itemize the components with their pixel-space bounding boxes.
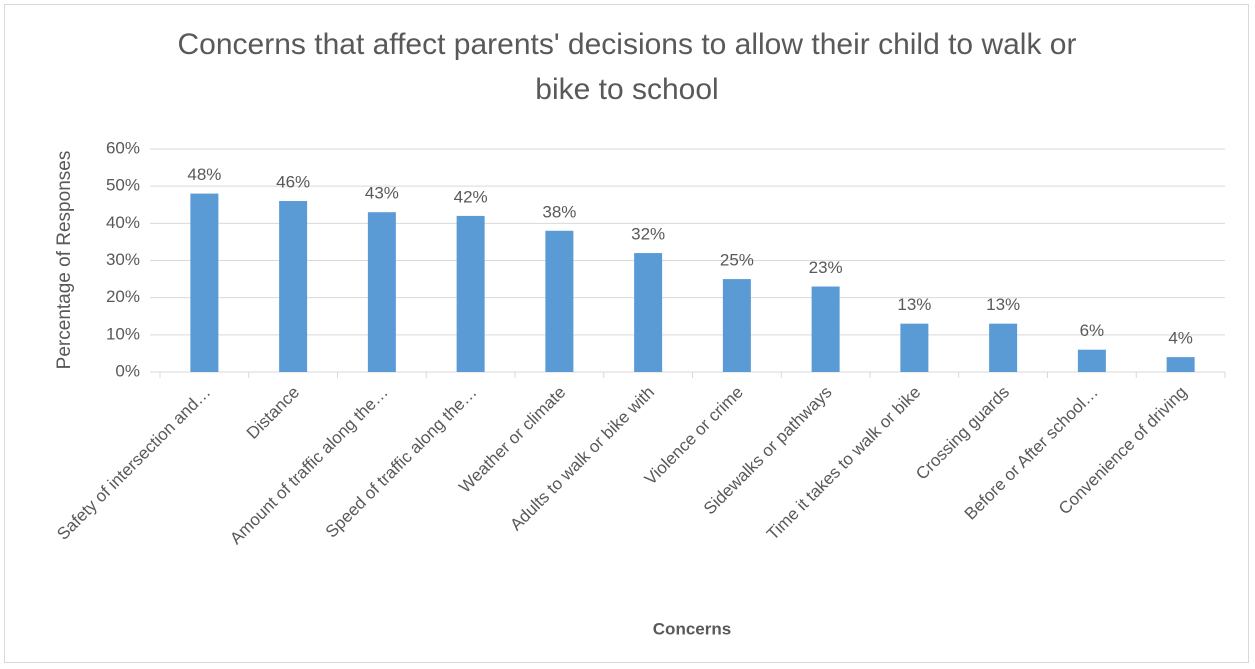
bar	[989, 323, 1018, 372]
y-tick-label: 30%	[106, 250, 140, 269]
data-label: 13%	[986, 295, 1020, 314]
x-tick-label: Crossing guards	[912, 383, 1013, 484]
x-tick-label: Distance	[243, 383, 303, 443]
bar	[190, 193, 219, 372]
bar	[279, 201, 308, 372]
bar	[545, 230, 574, 372]
chart-title: Concerns that affect parents' decisions …	[177, 28, 1077, 106]
chart-frame	[4, 4, 1249, 663]
bar	[634, 253, 663, 372]
y-tick-label: 50%	[106, 176, 140, 195]
x-tick-label: Safety of intersection and…	[53, 383, 214, 544]
data-label: 43%	[365, 184, 399, 203]
data-label: 38%	[542, 202, 576, 221]
data-label: 46%	[276, 173, 310, 192]
y-tick-label: 10%	[106, 324, 140, 343]
x-tick-label: Amount of traffic along the…	[226, 383, 392, 549]
y-axis-title: Percentage of Responses	[54, 151, 75, 370]
x-axis-title: Concerns	[653, 619, 731, 638]
data-label: 25%	[720, 251, 754, 270]
data-label: 48%	[187, 165, 221, 184]
data-label: 23%	[809, 258, 843, 277]
bar	[1077, 349, 1106, 372]
y-tick-label: 20%	[106, 287, 140, 306]
y-tick-label: 40%	[106, 213, 140, 232]
y-tick-label: 60%	[106, 138, 140, 157]
bar	[900, 323, 929, 372]
x-tick-label: Speed of traffic along the…	[322, 383, 481, 542]
data-label: 13%	[897, 295, 931, 314]
bar	[811, 286, 840, 372]
bar	[456, 215, 485, 372]
y-tick-label: 0%	[115, 361, 140, 380]
data-label: 6%	[1080, 321, 1105, 340]
bar	[367, 212, 396, 372]
data-label: 32%	[631, 225, 665, 244]
x-tick-label: Adults to walk or bike with	[506, 383, 658, 535]
x-tick-label: Time it takes to walk or bike	[763, 383, 924, 544]
bar	[1166, 357, 1195, 372]
data-label: 4%	[1168, 329, 1193, 348]
bar	[722, 279, 751, 372]
data-label: 42%	[454, 187, 488, 206]
